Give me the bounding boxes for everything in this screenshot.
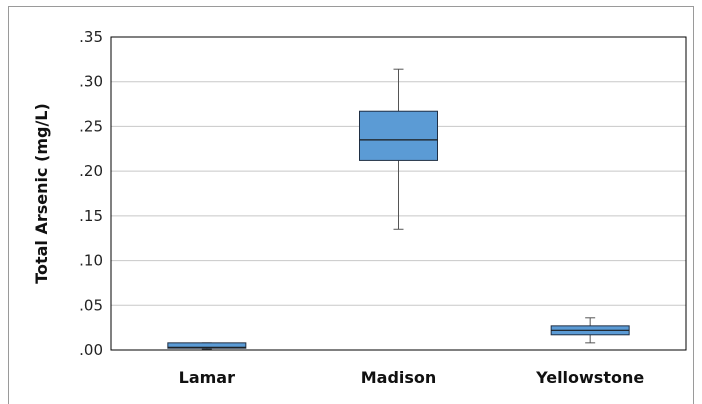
y-tick-label: .05: [79, 296, 103, 314]
box-iqr: [359, 110, 438, 161]
x-category-label: Madison: [361, 368, 437, 387]
box-lamar: [167, 342, 247, 350]
y-tick-label: .20: [79, 162, 103, 180]
box-iqr: [167, 342, 247, 349]
y-tick-label: .00: [79, 341, 103, 359]
chart-frame: [8, 6, 694, 404]
y-tick-label: .30: [79, 73, 103, 91]
plot-area-border: [110, 36, 687, 351]
x-category-labels: Lamar Madison Yellowstone: [179, 368, 645, 387]
box-madison: [359, 68, 438, 230]
y-tick-label: .35: [79, 28, 103, 46]
box-series: [167, 68, 630, 350]
y-tick-labels: .00 .05 .10 .15 .20 .25 .30 .35: [79, 28, 103, 359]
y-tick-label: .25: [79, 117, 103, 135]
y-axis-label: Total Arsenic (mg/L): [32, 103, 51, 284]
y-tick-label: .15: [79, 207, 103, 225]
x-category-label: Lamar: [179, 368, 235, 387]
box-yellowstone: [550, 317, 630, 344]
x-category-label: Yellowstone: [535, 368, 644, 387]
y-tick-label: .10: [79, 252, 103, 270]
